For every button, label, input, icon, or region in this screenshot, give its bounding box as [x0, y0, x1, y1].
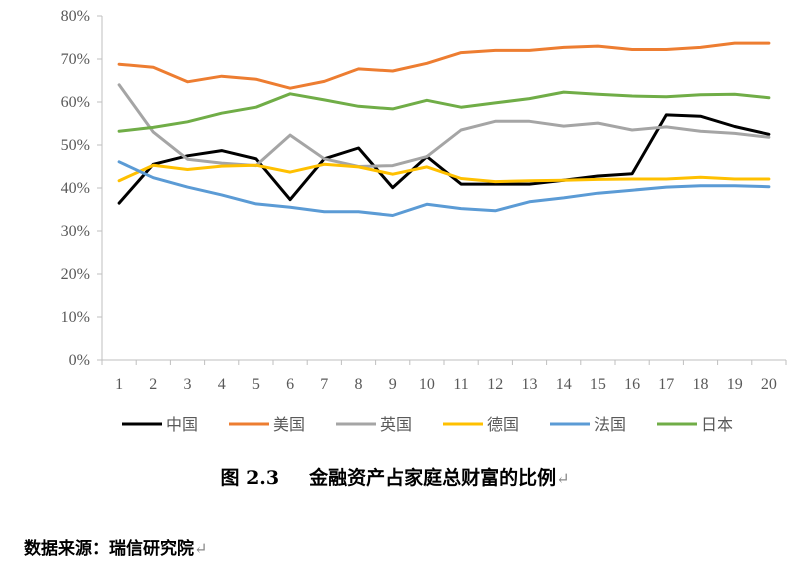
y-tick-label: 60% — [61, 94, 90, 111]
series-line — [117, 113, 771, 205]
x-tick-label: 10 — [419, 376, 435, 393]
legend-label: 中国 — [166, 415, 198, 434]
x-tick-label: 13 — [522, 376, 538, 393]
y-tick-label: 0% — [69, 352, 90, 369]
chart-axes: 0%10%20%30%40%50%60%70%80%1 2 3 4 5 6 7 8 9 10 11 1… — [61, 8, 787, 393]
line-chart: 0%10%20%30%40%50%60%70%80%1 2 3 4 5 6 7 8 9 10 11 1… — [61, 8, 787, 434]
legend-label: 德国 — [487, 415, 519, 434]
x-tick-label: 17 — [658, 376, 674, 393]
x-tick-label: 8 — [355, 376, 363, 393]
y-tick-label: 30% — [61, 223, 90, 240]
x-tick-label: 2 — [149, 376, 157, 393]
figure-number: 图 2.3 — [220, 467, 280, 489]
legend-label: 日本 — [701, 415, 733, 434]
figure-caption: 图 2.3 金融资产占家庭总财富的比例↵ — [0, 463, 790, 490]
series-line — [117, 160, 771, 217]
x-tick-label: 9 — [389, 376, 397, 393]
y-tick-label: 20% — [61, 266, 90, 283]
x-tick-label: 1 — [115, 376, 123, 393]
x-tick-label: 16 — [624, 376, 640, 393]
legend-label: 英国 — [380, 415, 412, 434]
y-tick-label: 80% — [61, 8, 90, 25]
chart-series — [117, 41, 771, 217]
series-line — [117, 41, 771, 90]
data-source-note: 数据来源：瑞信研究院↵ — [24, 534, 207, 559]
x-tick-label: 12 — [487, 376, 503, 393]
x-tick-label: 3 — [184, 376, 192, 393]
series-line — [117, 162, 771, 184]
return-mark: ↵ — [194, 539, 208, 558]
x-tick-label: 20 — [761, 376, 777, 393]
x-tick-label: 15 — [590, 376, 606, 393]
chart-legend: 中国 美国 英国 德国 法国 日本 — [122, 415, 733, 434]
x-tick-label: 11 — [453, 376, 468, 393]
figure-title: 金融资产占家庭总财富的比例 — [309, 467, 557, 489]
y-tick-label: 50% — [61, 137, 90, 154]
x-tick-label: 4 — [218, 376, 226, 393]
x-tick-label: 6 — [286, 376, 294, 393]
x-tick-label: 5 — [252, 376, 260, 393]
data-source-text: 数据来源：瑞信研究院 — [24, 539, 194, 559]
legend-label: 法国 — [594, 415, 626, 434]
x-tick-label: 19 — [727, 376, 743, 393]
y-tick-label: 10% — [61, 309, 90, 326]
y-tick-label: 40% — [61, 180, 90, 197]
series-line — [117, 90, 771, 133]
series-line — [117, 83, 771, 168]
x-tick-label: 7 — [320, 376, 328, 393]
x-tick-label: 18 — [693, 376, 709, 393]
x-tick-label: 14 — [556, 376, 572, 393]
y-tick-label: 70% — [61, 51, 90, 68]
legend-label: 美国 — [273, 415, 305, 434]
return-mark: ↵ — [556, 469, 570, 488]
